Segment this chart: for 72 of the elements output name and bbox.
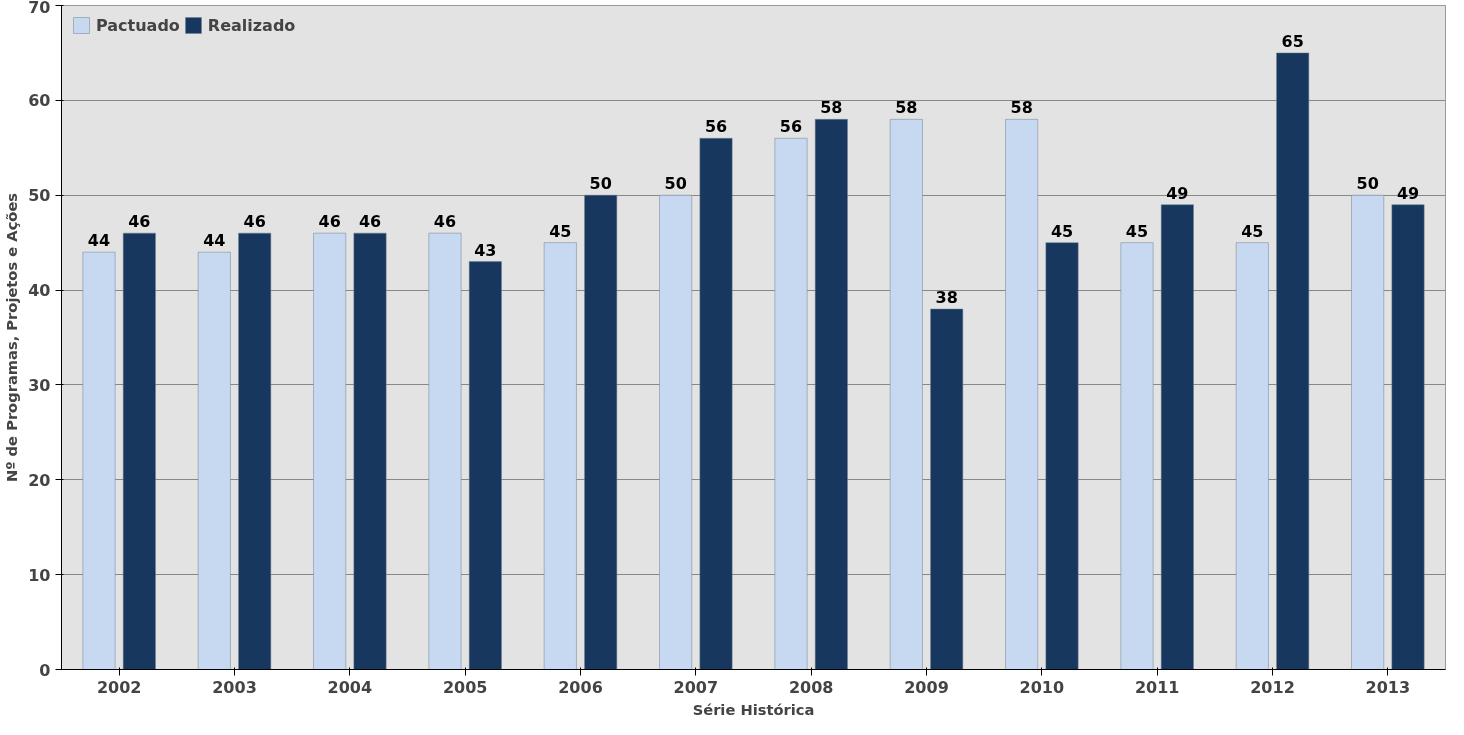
y-tick-label: 30	[28, 375, 51, 395]
x-tick-label: 2007	[673, 677, 719, 697]
x-tick-label: 2012	[1250, 677, 1295, 697]
data-label: 46	[433, 212, 457, 232]
data-label: 45	[549, 221, 572, 241]
data-label: 46	[243, 212, 266, 232]
bar	[1351, 194, 1385, 670]
bar	[774, 138, 808, 670]
data-label: 56	[704, 117, 728, 137]
data-label: 46	[358, 212, 382, 232]
data-label: 46	[318, 212, 341, 232]
data-label: 50	[589, 174, 612, 194]
bar	[930, 308, 964, 670]
bar	[197, 251, 231, 670]
bar	[1235, 242, 1269, 670]
x-tick-label: 2008	[788, 677, 834, 697]
bar	[82, 251, 116, 670]
data-label: 44	[203, 231, 226, 251]
bar	[353, 232, 387, 670]
x-tick-label: 2009	[904, 677, 949, 697]
x-tick-label: 2010	[1019, 677, 1065, 697]
x-tick-label: 2003	[212, 677, 257, 697]
data-label: 58	[895, 98, 918, 118]
bar	[584, 194, 618, 670]
x-tick-label: 2011	[1134, 677, 1180, 697]
y-tick-label: 70	[28, 0, 51, 17]
legend-label: Realizado	[207, 15, 296, 35]
bar	[313, 232, 347, 670]
bar	[1276, 52, 1310, 670]
x-tick-label: 2005	[442, 677, 488, 697]
legend-label: Pactuado	[96, 15, 180, 35]
data-label: 50	[1356, 174, 1379, 194]
data-label: 58	[1010, 98, 1033, 118]
bar	[1045, 242, 1079, 670]
data-label: 49	[1166, 183, 1189, 203]
bar	[468, 261, 502, 670]
y-tick-label: 60	[28, 91, 51, 111]
data-label: 65	[1281, 31, 1304, 51]
y-tick-label: 20	[28, 470, 51, 490]
bar	[814, 119, 848, 670]
bar	[543, 242, 577, 670]
data-label: 44	[87, 231, 111, 251]
x-tick-label: 2013	[1365, 677, 1411, 697]
bar	[1160, 204, 1194, 670]
data-label: 45	[1241, 221, 1264, 241]
data-label: 56	[779, 117, 803, 137]
y-axis-title: Nº de Programas, Projetos e Ações	[3, 192, 21, 483]
data-label: 46	[128, 212, 151, 232]
data-label: 38	[935, 288, 958, 308]
x-tick-label: 2004	[327, 677, 373, 697]
data-label: 49	[1396, 183, 1420, 203]
data-label: 58	[820, 98, 843, 118]
bar	[659, 194, 693, 670]
y-tick-label: 40	[28, 281, 51, 301]
bar	[428, 232, 462, 670]
bar	[122, 232, 156, 670]
x-tick-label: 2002	[96, 677, 142, 697]
data-label: 45	[1125, 221, 1149, 241]
y-tick-label: 0	[39, 660, 51, 680]
y-tick-label: 10	[28, 565, 51, 585]
bar	[1120, 242, 1154, 670]
x-tick-label: 2006	[558, 677, 603, 697]
bar	[889, 119, 923, 670]
bar	[1391, 204, 1425, 670]
y-tick-label: 50	[28, 186, 51, 206]
data-label: 50	[664, 174, 687, 194]
bar	[699, 138, 733, 670]
x-axis-title: Série Histórica	[692, 700, 815, 718]
data-label: 45	[1050, 221, 1074, 241]
bar	[238, 232, 272, 670]
data-label: 43	[474, 240, 497, 260]
bar	[1005, 119, 1039, 670]
